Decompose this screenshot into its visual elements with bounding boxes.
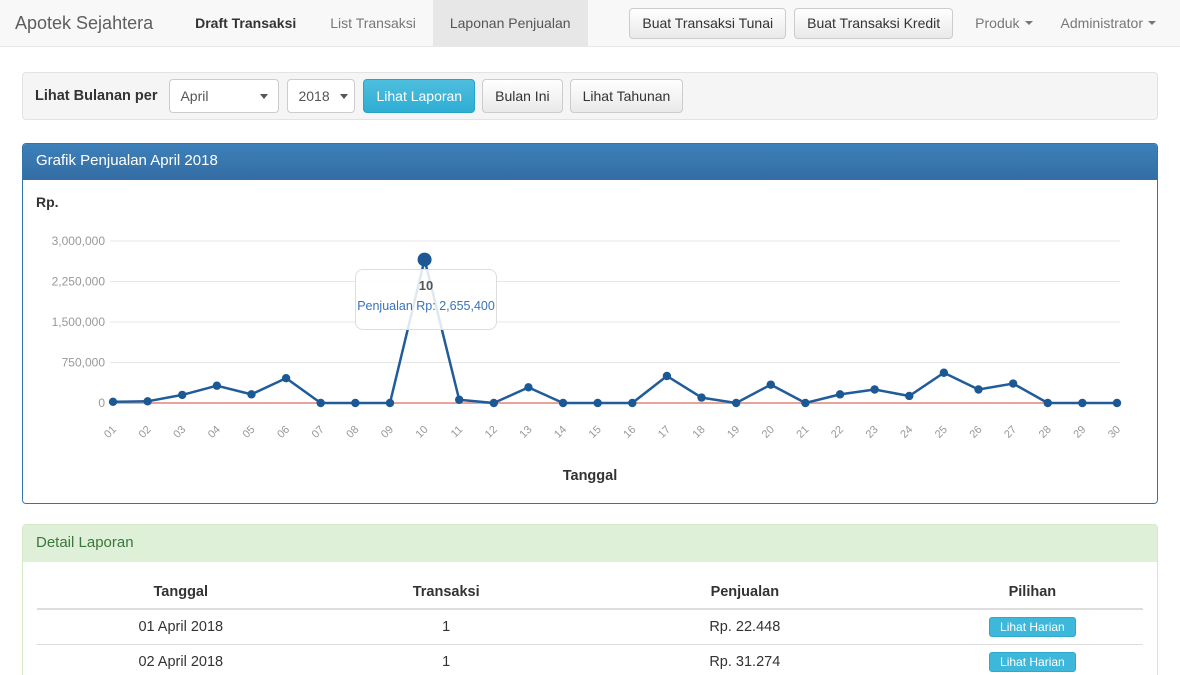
nav-items: Draft Transaksi List Transaksi Laponan Pen… [178,0,588,46]
svg-text:12: 12 [483,424,500,441]
svg-text:10: 10 [414,424,431,441]
col-tanggal: Tanggal [37,576,325,610]
cell-pilihan: Lihat Harian [921,644,1143,675]
svg-text:29: 29 [1071,424,1088,441]
nav-item[interactable]: Laponan Penjualan [432,0,588,46]
administrator-menu-label: Administrator [1060,15,1143,31]
col-transaksi: Transaksi [324,576,568,610]
y-axis-unit-label: Rp. [36,194,59,210]
filter-bar: Lihat Bulanan per April 2018 Lihat Lapor… [22,72,1158,120]
cell-penjualan: Rp. 31.274 [567,644,922,675]
svg-text:26: 26 [967,424,984,441]
svg-text:2,250,000: 2,250,000 [52,275,106,289]
table-row: 02 April 2018 1 Rp. 31.274 Lihat Harian [37,644,1143,675]
svg-text:22: 22 [829,424,846,441]
buat-transaksi-tunai-button[interactable]: Buat Transaksi Tunai [629,7,787,39]
svg-text:07: 07 [310,424,327,441]
detail-panel-title: Detail Laporan [23,525,1157,562]
svg-text:13: 13 [517,424,534,441]
caret-down-icon [339,93,348,99]
nav-item[interactable]: Draft Transaksi [195,15,297,31]
svg-text:04: 04 [206,424,223,441]
lihat-harian-button[interactable]: Lihat Harian [989,652,1076,672]
chart-tooltip-value: Penjualan Rp: 2,655,400 [357,299,495,313]
lihat-harian-button[interactable]: Lihat Harian [989,617,1076,637]
chart-panel-title: Grafik Penjualan April 2018 [23,144,1157,180]
x-axis-title: Tanggal [562,468,618,484]
month-select[interactable]: April [169,79,280,113]
detail-panel: Detail Laporan Tanggal Transaksi Penjual… [22,524,1158,675]
buat-transaksi-kredit-button[interactable]: Buat Transaksi Kredit [794,7,954,39]
caret-down-icon [260,93,269,99]
svg-text:18: 18 [691,424,708,441]
svg-text:03: 03 [171,424,188,441]
bulan-ini-button[interactable]: Bulan Ini [482,79,563,113]
chart-tooltip-day: 10 [418,278,434,293]
svg-text:17: 17 [656,424,673,441]
cell-pilihan: Lihat Harian [921,609,1143,645]
svg-text:09: 09 [379,424,396,441]
svg-text:28: 28 [1037,424,1054,441]
month-select-value: April [180,88,209,104]
svg-text:30: 30 [1106,424,1123,441]
cell-transaksi: 1 [324,609,568,645]
detail-table: Tanggal Transaksi Penjualan Pilihan 01 A… [37,576,1143,675]
svg-text:19: 19 [725,424,742,441]
svg-text:14: 14 [552,424,569,441]
svg-text:20: 20 [760,424,777,441]
detail-table-wrap: Tanggal Transaksi Penjualan Pilihan 01 A… [23,562,1157,675]
col-penjualan: Penjualan [567,576,922,610]
year-select[interactable]: 2018 [287,79,356,113]
cell-transaksi: 1 [324,644,568,675]
cell-penjualan: Rp. 22.448 [567,609,922,645]
svg-text:21: 21 [794,424,811,441]
svg-text:23: 23 [864,424,881,441]
lihat-laporan-button[interactable]: Lihat Laporan [363,79,476,113]
nav-item[interactable]: List Transaksi [330,15,416,31]
svg-text:750,000: 750,000 [62,356,106,370]
svg-text:1,500,000: 1,500,000 [52,315,106,329]
svg-text:15: 15 [587,424,604,441]
caret-down-icon [1148,21,1156,25]
navbar-right: Buat Transaksi Tunai Buat Transaksi Kred… [629,0,1180,46]
svg-text:05: 05 [240,424,257,441]
navbar: Apotek Sejahtera Draft Transaksi List Tra… [0,0,1180,47]
year-select-value: 2018 [298,88,330,104]
svg-text:06: 06 [275,424,292,441]
produk-menu-label: Produk [975,15,1020,31]
table-header-row: Tanggal Transaksi Penjualan Pilihan [37,576,1143,610]
chart-tooltip: 10 Penjualan Rp: 2,655,400 [355,269,497,330]
cell-tanggal: 02 April 2018 [37,644,325,675]
filter-label: Lihat Bulanan per [35,88,158,104]
chart-panel: Grafik Penjualan April 2018 Rp. 0 750,000… [22,143,1158,504]
table-row: 01 April 2018 1 Rp. 22.448 Lihat Harian [37,609,1143,645]
produk-menu[interactable]: Produk [961,15,1046,31]
lihat-tahunan-button[interactable]: Lihat Tahunan [569,79,684,113]
svg-text:01: 01 [102,424,119,441]
svg-text:11: 11 [449,424,466,441]
svg-text:24: 24 [898,424,915,441]
svg-text:25: 25 [933,424,950,441]
svg-text:08: 08 [344,424,361,441]
svg-text:02: 02 [137,424,154,441]
caret-down-icon [1024,21,1033,25]
administrator-menu[interactable]: Administrator [1047,15,1170,31]
chart-area: Rp. 0 750,000 1,500,000 2,250,000 3,000,000 0… [23,180,1157,503]
svg-text:3,000,000: 3,000,000 [52,234,106,248]
sales-line-chart: 0 750,000 1,500,000 2,250,000 3,000,000 01 02 0… [52,234,1123,441]
col-pilihan: Pilihan [921,576,1143,610]
svg-text:0: 0 [98,396,105,410]
brand[interactable]: Apotek Sejahtera [15,12,154,33]
svg-text:16: 16 [621,424,638,441]
cell-tanggal: 01 April 2018 [37,609,325,645]
svg-text:27: 27 [1002,424,1019,441]
